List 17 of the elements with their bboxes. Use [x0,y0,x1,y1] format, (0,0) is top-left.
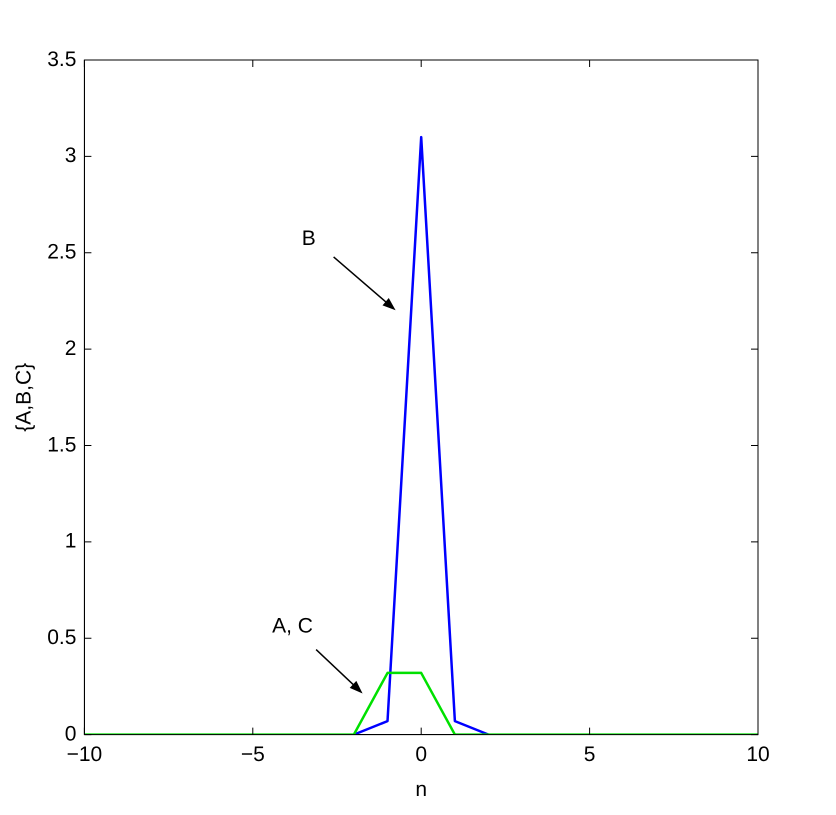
y-tick-label: 0 [64,722,76,746]
y-tick-label: 1.5 [47,433,76,456]
y-tick-label: 0.5 [47,626,76,650]
x-tick-label: 5 [584,742,596,766]
x-tick-label: 0 [415,742,428,766]
y-tick-label: 1 [64,530,76,553]
x-tick-label: 10 [746,742,770,766]
y-tick-label: 3 [64,144,76,168]
y-tick-label: 2 [64,336,76,360]
x-tick-label: −5 [240,742,265,766]
x-tick-label: −10 [66,742,102,766]
annotation: B [302,227,316,250]
y-tick-label: 3.5 [47,48,76,71]
y-axis-title: {A,B,C} [12,362,36,432]
x-axis-title: n [415,778,428,802]
annotation: A, C [272,614,313,638]
y-tick-label: 2.5 [47,240,76,264]
